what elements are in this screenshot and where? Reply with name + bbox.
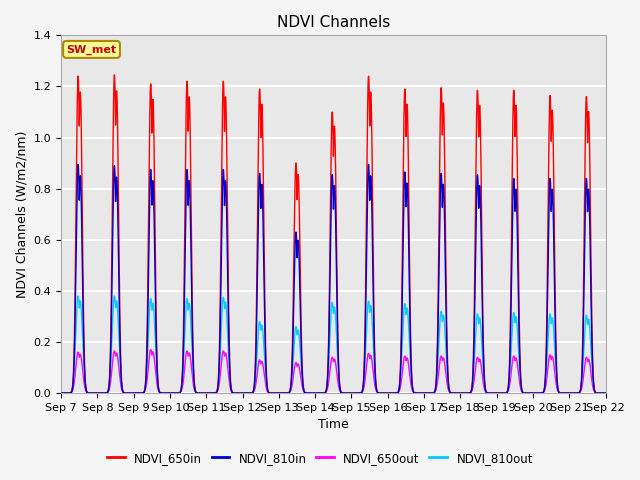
Title: NDVI Channels: NDVI Channels xyxy=(276,15,390,30)
Legend: NDVI_650in, NDVI_810in, NDVI_650out, NDVI_810out: NDVI_650in, NDVI_810in, NDVI_650out, NDV… xyxy=(102,447,538,469)
Text: SW_met: SW_met xyxy=(67,44,116,55)
Y-axis label: NDVI Channels (W/m2/nm): NDVI Channels (W/m2/nm) xyxy=(15,131,28,298)
X-axis label: Time: Time xyxy=(318,419,349,432)
